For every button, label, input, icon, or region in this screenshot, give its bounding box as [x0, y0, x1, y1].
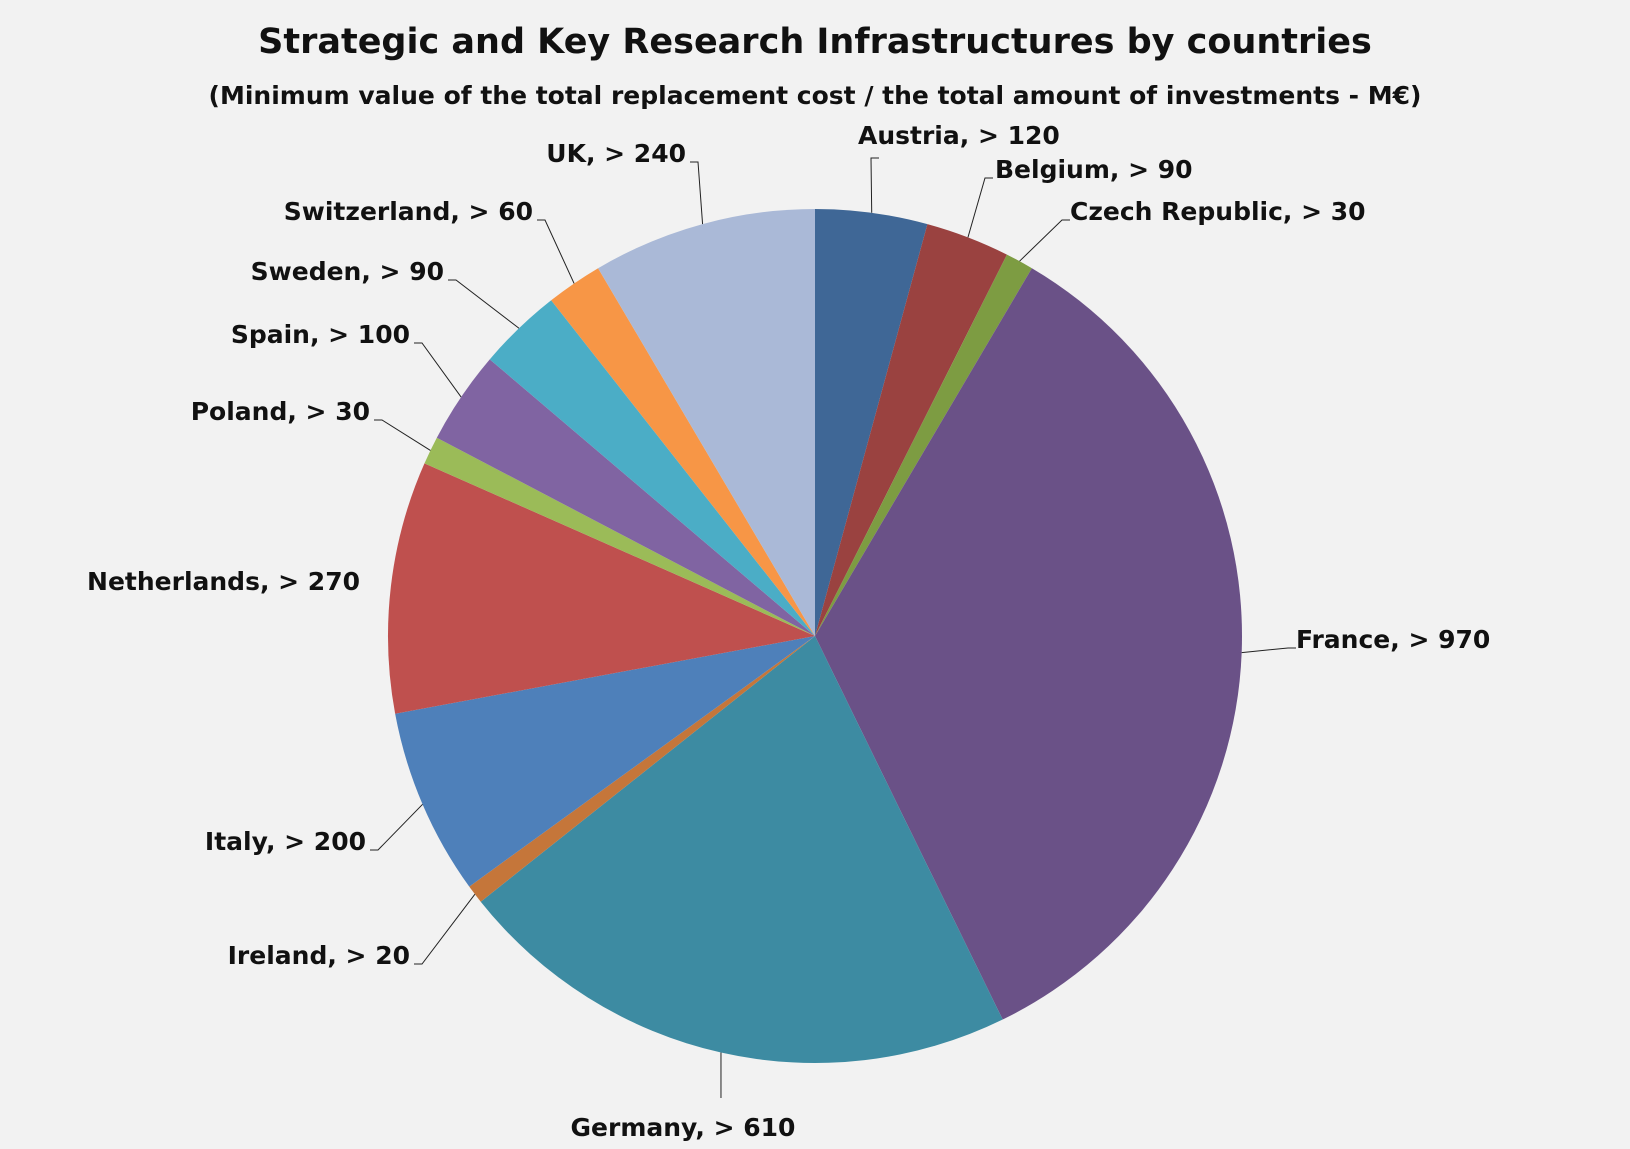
- leader-line-poland: [374, 419, 431, 451]
- slice-label-germany: Germany, > 610: [571, 1113, 796, 1142]
- slice-label-ireland: Ireland, > 20: [228, 941, 410, 970]
- pie-slice-belgium: [815, 224, 1007, 637]
- pie-slice-czech-republic: [815, 254, 1032, 636]
- leader-line-italy: [370, 803, 423, 851]
- leader-line-spain: [414, 342, 462, 398]
- chart-title: Strategic and Key Research Infrastructur…: [258, 22, 1372, 62]
- leader-lines: [370, 157, 1296, 1098]
- slice-label-spain: Spain, > 100: [231, 320, 410, 349]
- pie-slice-france: [815, 268, 1242, 1020]
- pie-slice-poland: [424, 437, 815, 636]
- slice-label-netherlands: Netherlands, > 270: [87, 567, 360, 596]
- leader-line-uk: [690, 161, 704, 225]
- slice-label-uk: UK, > 240: [546, 139, 686, 168]
- slice-label-austria: Austria, > 120: [858, 121, 1060, 150]
- pie-slice-switzerland: [551, 268, 815, 636]
- leader-line-austria: [870, 157, 879, 213]
- slice-label-poland: Poland, > 30: [191, 397, 370, 426]
- pie-slices: [387, 209, 1242, 1063]
- pie-slice-uk: [598, 209, 815, 636]
- leader-line-belgium: [967, 177, 993, 238]
- chart-subtitle: (Minimum value of the total replacement …: [209, 81, 1422, 110]
- slice-label-italy: Italy, > 200: [205, 827, 366, 856]
- slice-label-sweden: Sweden, > 90: [251, 257, 444, 286]
- pie-slice-italy: [395, 636, 815, 887]
- pie-slice-sweden: [489, 300, 815, 636]
- slice-labels: Austria, > 120 Belgium, > 90 Czech Republi…: [87, 121, 1490, 1142]
- slice-label-switzerland: Switzerland, > 60: [284, 197, 533, 226]
- slice-label-czech-republic: Czech Republic, > 30: [1070, 197, 1366, 226]
- leader-line-france: [1241, 647, 1296, 654]
- pie-slice-netherlands: [387, 463, 815, 714]
- slice-label-france: France, > 970: [1296, 625, 1490, 654]
- leader-line-czech-republic: [1019, 219, 1070, 262]
- pie-slice-austria: [815, 209, 928, 636]
- pie-slice-germany: [480, 636, 1003, 1063]
- slice-label-belgium: Belgium, > 90: [995, 155, 1193, 184]
- leader-line-ireland: [414, 893, 476, 965]
- leader-line-switzerland: [537, 219, 575, 284]
- leader-line-sweden: [448, 279, 520, 329]
- pie-slice-ireland: [469, 636, 815, 902]
- pie-slice-spain: [436, 359, 815, 636]
